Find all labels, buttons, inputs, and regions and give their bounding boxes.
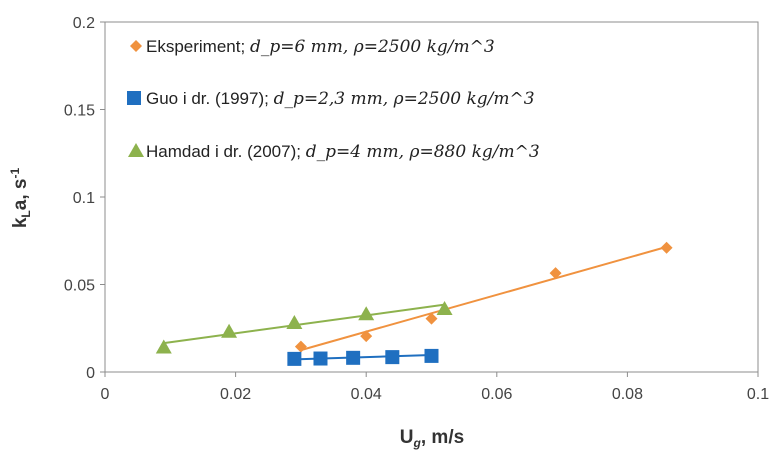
y-tick-label: 0	[86, 365, 95, 382]
data-point-diamond	[294, 340, 307, 353]
data-point-square	[346, 350, 361, 365]
y-tick-label: 0.2	[73, 15, 95, 32]
x-tick-label: 0.08	[612, 386, 643, 403]
data-point-triangle	[358, 306, 375, 321]
trendline-diamond	[300, 245, 667, 352]
data-point-square	[385, 350, 400, 365]
x-tick-label: 0.06	[481, 386, 512, 403]
y-axis-title: kLa, s-1	[8, 168, 33, 229]
legend-label: Eksperiment; d_p=6 mm, ρ=2500 kg/m^3	[146, 37, 495, 57]
data-point-square	[424, 348, 439, 363]
x-tick-label: 0.04	[351, 386, 382, 403]
y-tick-label: 0.1	[73, 190, 95, 207]
legend-label: Hamdad i dr. (2007); d_p=4 mm, ρ=880 kg/…	[146, 142, 540, 162]
trendline-triangle	[163, 303, 445, 345]
x-tick-label: 0.1	[747, 386, 769, 403]
data-point-triangle	[286, 315, 303, 329]
data-point-diamond	[425, 312, 438, 325]
y-tick-label: 0.15	[64, 103, 95, 120]
y-tick-label: 0.05	[64, 278, 95, 295]
data-point-diamond	[360, 330, 373, 343]
data-point-diamond	[549, 267, 562, 280]
axes: 0 0.02 0.04 0.06 0.08 0.1 0 0.05 0.1 0.15 0.2	[64, 15, 769, 403]
data-point-triangle	[155, 339, 172, 354]
legend-marker-triangle	[128, 143, 144, 157]
legend-marker-diamond	[130, 40, 142, 52]
data-point-triangle	[221, 323, 238, 338]
data-point-square	[313, 351, 328, 366]
plot-marks	[155, 241, 673, 366]
legend-label: Guo i dr. (1997); d_p=2,3 mm, ρ=2500 kg/…	[146, 89, 535, 109]
x-axis-title: Ug, m/s	[400, 427, 464, 450]
legend: Eksperiment; d_p=6 mm, ρ=2500 kg/m^3 Guo …	[127, 37, 540, 162]
data-point-triangle	[436, 301, 453, 315]
x-tick-label: 0	[101, 386, 110, 403]
data-point-diamond	[660, 241, 673, 254]
x-tick-label: 0.02	[220, 386, 251, 403]
data-point-square	[287, 351, 302, 366]
legend-marker-square	[127, 91, 141, 105]
